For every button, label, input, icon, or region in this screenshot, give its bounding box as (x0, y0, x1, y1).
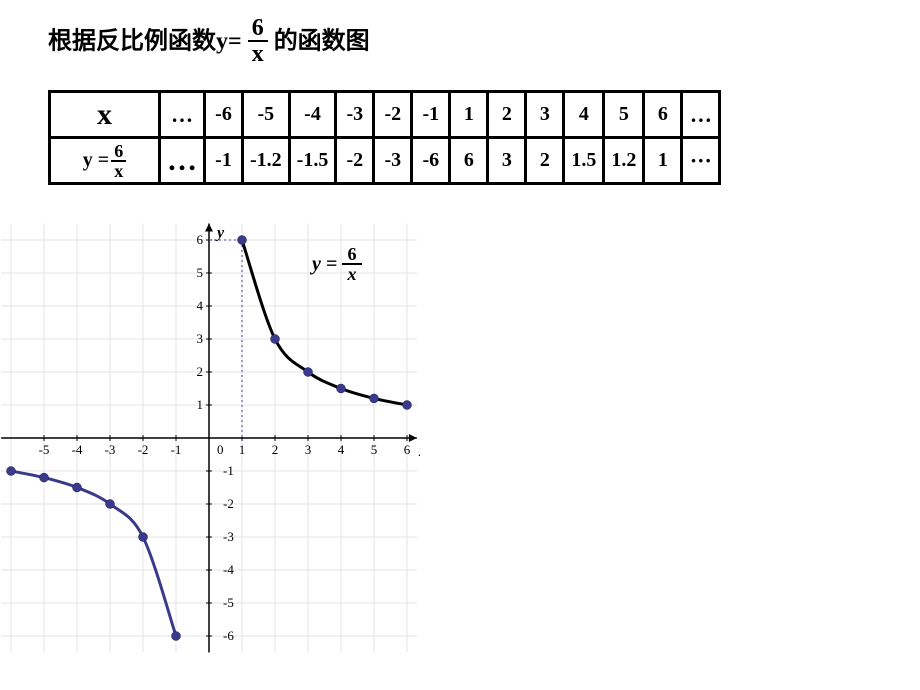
y-cell: 1.2 (604, 138, 644, 184)
svg-text:y: y (215, 225, 225, 242)
x-header: x (50, 92, 160, 138)
value-table: x … -6 -5 -4 -3 -2 -1 1 2 3 4 5 6 … y = … (48, 90, 721, 185)
chart-area: -5 -4 -3 -2 -1 1 2 3 4 5 6 -6 -5 -4 -3 -2 -1 1 2 3 4 5 6 0 x y y =… (0, 200, 420, 690)
svg-text:5: 5 (197, 265, 204, 280)
y-cell: -3 (374, 138, 412, 184)
y-cell: -6 (412, 138, 450, 184)
x-cell: 2 (488, 92, 526, 138)
x-cell: -3 (336, 92, 374, 138)
x-cell: -5 (243, 92, 290, 138)
svg-text:0: 0 (217, 442, 224, 457)
chart-svg: -5 -4 -3 -2 -1 1 2 3 4 5 6 -6 -5 -4 -3 -2 -1 1 2 3 4 5 6 0 x y y =… (0, 200, 420, 690)
table-row-x: x … -6 -5 -4 -3 -2 -1 1 2 3 4 5 6 … (50, 92, 720, 138)
svg-text:3: 3 (197, 331, 204, 346)
x-cell: -4 (289, 92, 336, 138)
svg-text:-5: -5 (39, 442, 50, 457)
table-row-y: y = 6 x … -1 -1.2 -1.5 -2 -3 -6 6 3 2 1.… (50, 138, 720, 184)
svg-text:-4: -4 (223, 562, 234, 577)
y-header-frac-num: 6 (111, 142, 126, 162)
svg-text:1: 1 (197, 397, 204, 412)
svg-text:2: 2 (272, 442, 279, 457)
y-cell: 1 (644, 138, 682, 184)
svg-text:5: 5 (371, 442, 378, 457)
svg-text:-3: -3 (223, 529, 234, 544)
svg-text:4: 4 (338, 442, 345, 457)
y-cell: 1.5 (564, 138, 604, 184)
svg-text:x: x (418, 443, 420, 460)
title-fraction-den: x (248, 42, 268, 66)
dots-cell: … (160, 138, 205, 184)
y-header-fraction: 6 x (111, 142, 126, 180)
x-cell: -6 (205, 92, 243, 138)
x-cell: 4 (564, 92, 604, 138)
svg-text:1: 1 (239, 442, 246, 457)
svg-text:x: x (347, 264, 357, 284)
dots-cell: … (682, 92, 720, 138)
svg-text:-1: -1 (171, 442, 182, 457)
svg-text:4: 4 (197, 298, 204, 313)
title-fraction-num: 6 (248, 16, 268, 42)
x-cell: 3 (526, 92, 564, 138)
svg-text:6: 6 (197, 232, 204, 247)
dots-cell: … (160, 92, 205, 138)
x-cell: 6 (644, 92, 682, 138)
dots-cell: ··· (682, 138, 720, 184)
svg-text:-2: -2 (223, 496, 234, 511)
y-cell: -1.2 (243, 138, 290, 184)
svg-text:-2: -2 (138, 442, 149, 457)
y-cell: -2 (336, 138, 374, 184)
x-cell: -2 (374, 92, 412, 138)
svg-text:2: 2 (197, 364, 204, 379)
svg-text:-6: -6 (223, 628, 234, 643)
title-prefix: 根据反比例函数y= (48, 29, 248, 55)
x-cell: 1 (450, 92, 488, 138)
page-title: 根据反比例函数y= 6 x 的函数图 (48, 18, 370, 68)
y-header: y = 6 x (50, 138, 160, 184)
x-cell: -1 (412, 92, 450, 138)
svg-text:3: 3 (305, 442, 312, 457)
svg-text:-4: -4 (72, 442, 83, 457)
svg-text:-1: -1 (223, 463, 234, 478)
svg-text:y =: y = (310, 253, 337, 275)
y-header-prefix: y = (83, 149, 109, 172)
y-cell: 2 (526, 138, 564, 184)
y-cell: 3 (488, 138, 526, 184)
svg-text:-5: -5 (223, 595, 234, 610)
y-cell: -1.5 (289, 138, 336, 184)
title-fraction: 6 x (248, 16, 268, 66)
x-cell: 5 (604, 92, 644, 138)
svg-text:6: 6 (348, 244, 357, 264)
y-cell: -1 (205, 138, 243, 184)
y-cell: 6 (450, 138, 488, 184)
svg-text:6: 6 (404, 442, 411, 457)
y-header-frac-den: x (111, 162, 126, 180)
svg-text:-3: -3 (105, 442, 116, 457)
title-suffix: 的函数图 (274, 29, 370, 55)
